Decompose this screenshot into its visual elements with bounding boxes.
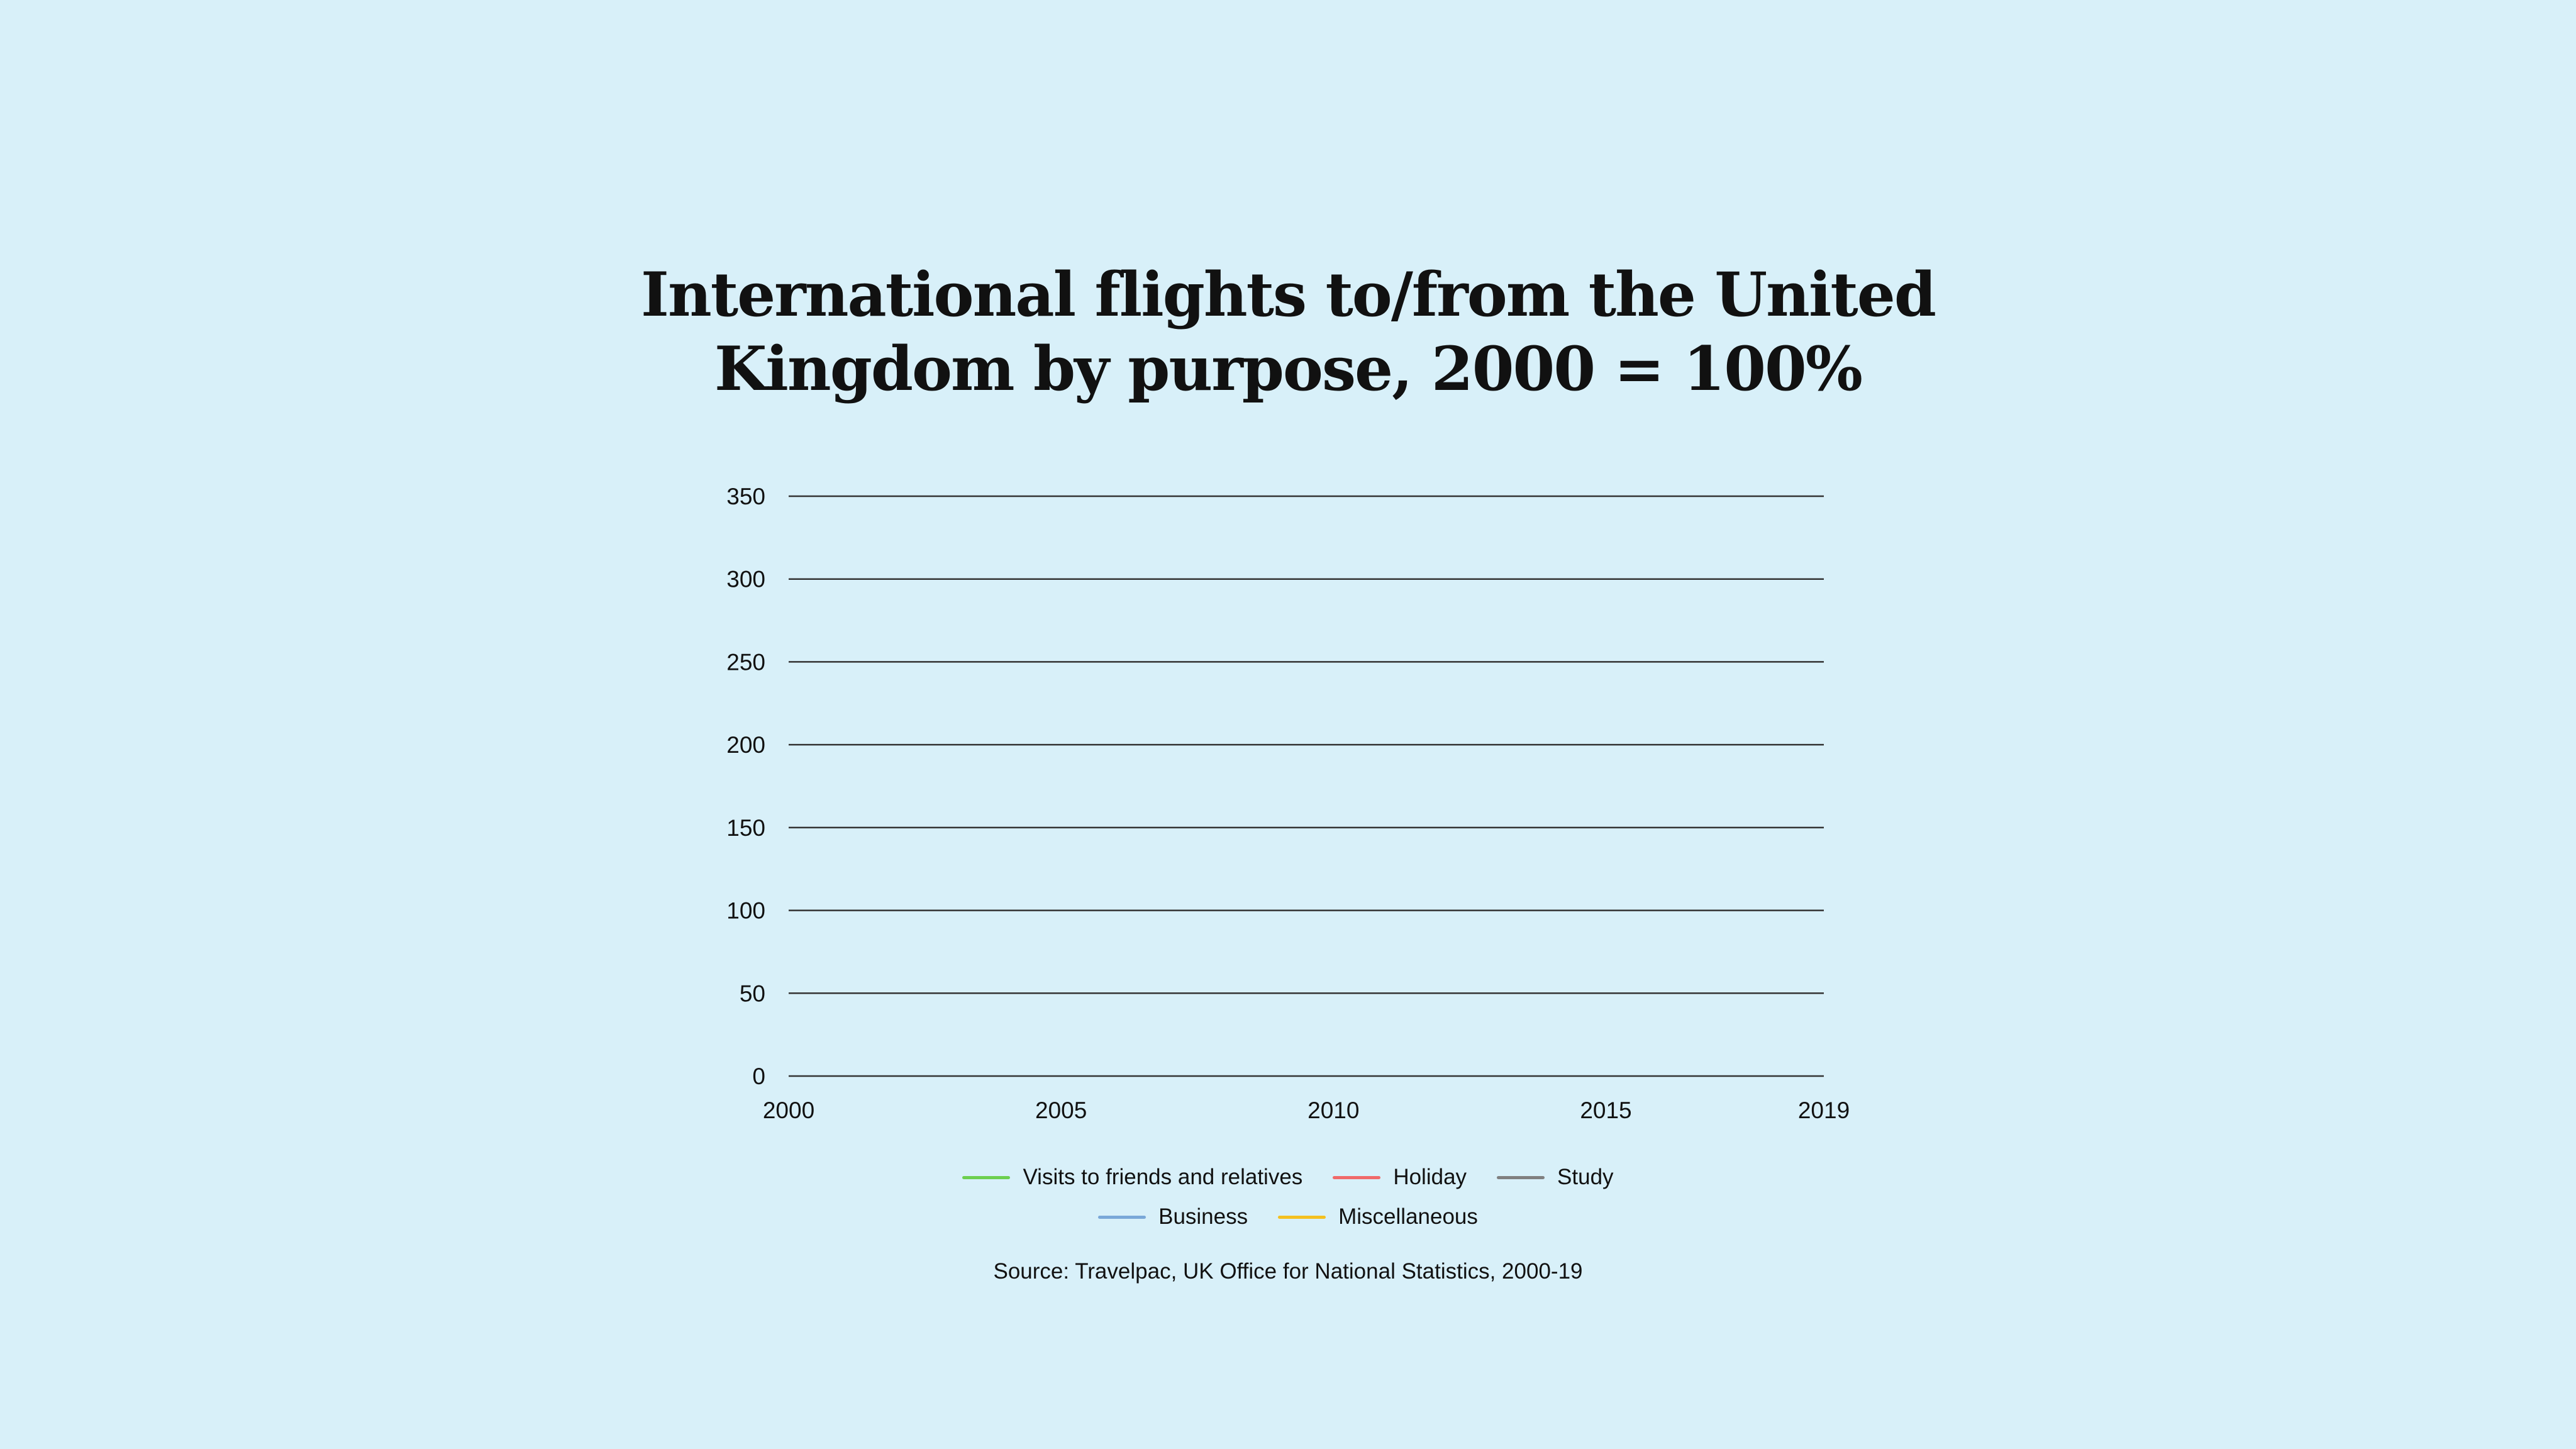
legend-label: Study	[1557, 1165, 1614, 1189]
x-tick-label: 2005	[1035, 1097, 1087, 1123]
legend-swatch	[1278, 1215, 1326, 1219]
y-tick-label: 50	[740, 980, 765, 1006]
legend-label: Visits to friends and relatives	[1023, 1165, 1303, 1189]
y-tick-label: 0	[752, 1063, 765, 1089]
legend-row-2: Business Miscellaneous	[0, 1204, 2576, 1230]
gridlines	[789, 495, 1824, 1077]
legend-item-visits: Visits to friends and relatives	[962, 1165, 1302, 1190]
legend-item-business: Business	[1098, 1204, 1248, 1230]
x-axis-ticks: 2000 2005 2010 2015 2019	[763, 1097, 1850, 1123]
legend-label: Business	[1158, 1204, 1248, 1229]
y-tick-label: 100	[726, 898, 765, 924]
x-tick-label: 2010	[1307, 1097, 1359, 1123]
y-tick-label: 300	[726, 567, 765, 592]
legend-item-study: Study	[1497, 1165, 1614, 1190]
legend-item-holiday: Holiday	[1333, 1165, 1467, 1190]
legend-swatch	[962, 1175, 1011, 1179]
y-axis-ticks: 0 50 100 150 200 250 300 350	[726, 484, 765, 1089]
legend-swatch	[1333, 1175, 1381, 1179]
source-note: Source: Travelpac, UK Office for Nationa…	[993, 1259, 1583, 1284]
y-tick-label: 350	[726, 484, 765, 509]
legend-swatch	[1098, 1215, 1146, 1219]
chart-title: International flights to/from the United…	[0, 258, 2576, 406]
legend-label: Miscellaneous	[1338, 1204, 1478, 1229]
legend-swatch	[1497, 1175, 1545, 1179]
x-tick-label: 2015	[1580, 1097, 1631, 1123]
chart-title-line-1: International flights to/from the United	[641, 259, 1936, 330]
x-tick-label: 2000	[763, 1097, 814, 1123]
legend-label: Holiday	[1393, 1165, 1467, 1189]
y-tick-label: 150	[726, 815, 765, 841]
chart-title-line-2: Kingdom by purpose, 2000 = 100%	[714, 333, 1863, 404]
x-tick-label: 2019	[1798, 1097, 1850, 1123]
y-tick-label: 250	[726, 649, 765, 675]
legend-row-1: Visits to friends and relatives Holiday …	[0, 1165, 2576, 1190]
y-tick-label: 200	[726, 732, 765, 758]
legend-item-miscellaneous: Miscellaneous	[1278, 1204, 1478, 1230]
